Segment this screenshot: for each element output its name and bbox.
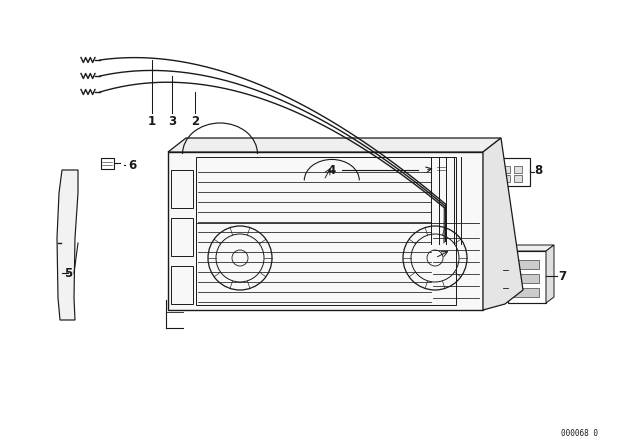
Bar — [502, 166, 510, 173]
Bar — [171, 266, 193, 304]
Bar — [171, 218, 193, 256]
Polygon shape — [546, 245, 554, 303]
Polygon shape — [508, 245, 554, 251]
Text: 4: 4 — [328, 164, 336, 177]
Text: 6: 6 — [128, 159, 136, 172]
Bar — [513, 274, 539, 283]
Text: 7: 7 — [558, 270, 566, 283]
Polygon shape — [168, 138, 501, 152]
Bar — [498, 158, 530, 186]
Bar — [100, 158, 113, 168]
Text: 1: 1 — [148, 115, 156, 128]
Bar — [513, 260, 539, 269]
Text: 2: 2 — [191, 115, 199, 128]
Bar — [508, 251, 546, 303]
Polygon shape — [57, 170, 78, 320]
Bar — [435, 163, 447, 173]
Polygon shape — [483, 138, 523, 310]
Polygon shape — [168, 152, 483, 310]
Text: 3: 3 — [168, 115, 176, 128]
Bar — [171, 170, 193, 208]
Bar — [514, 175, 522, 182]
Bar — [502, 175, 510, 182]
Bar — [196, 157, 456, 305]
Bar — [514, 166, 522, 173]
Text: 000068 0: 000068 0 — [561, 429, 598, 438]
Text: 8: 8 — [534, 164, 542, 177]
Text: 5: 5 — [64, 267, 72, 280]
Bar — [513, 288, 539, 297]
